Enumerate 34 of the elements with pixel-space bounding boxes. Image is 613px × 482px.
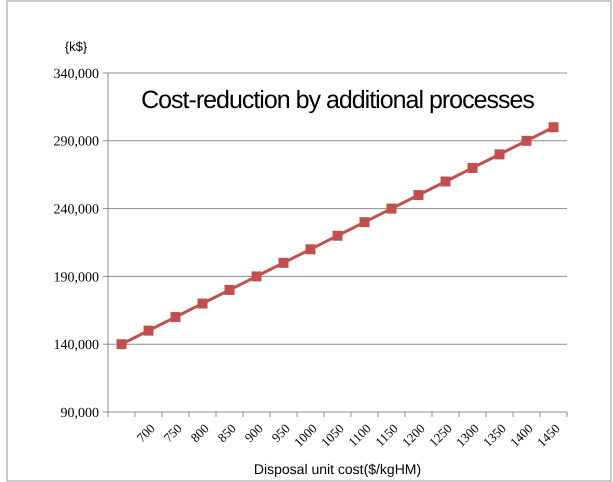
- point: [198, 298, 208, 309]
- point: [360, 217, 370, 228]
- point: [224, 284, 234, 295]
- point: [468, 162, 478, 173]
- x-tick-label: 850: [214, 420, 239, 446]
- point: [386, 204, 396, 214]
- point: [414, 190, 424, 200]
- x-tick-label: 1100: [345, 420, 374, 450]
- y-tick-label: 240,000: [54, 202, 99, 218]
- y-tick-label: 290,000: [54, 134, 99, 150]
- x-tick-label: 1150: [372, 420, 401, 450]
- y-tick-label: 190,000: [54, 270, 99, 286]
- x-tick-label: 800: [187, 420, 212, 446]
- point: [548, 122, 558, 132]
- point: [116, 339, 126, 350]
- x-tick-label: 700: [133, 420, 158, 446]
- x-axis-title: Disposal unit cost($/kgHM): [254, 461, 422, 477]
- y-tick-label: 140,000: [54, 338, 99, 354]
- x-tick-label: 950: [268, 420, 293, 446]
- point: [278, 258, 288, 268]
- point: [522, 136, 532, 146]
- point: [306, 244, 316, 254]
- point: [494, 149, 504, 160]
- point: [170, 312, 180, 322]
- point: [144, 326, 154, 336]
- y-tick-label: 340,000: [54, 66, 99, 82]
- x-tick-label: 900: [241, 420, 266, 446]
- text: Cost-reduction by additional processes: [141, 86, 534, 114]
- point: [332, 230, 342, 241]
- point: [440, 176, 450, 186]
- x-tick-label: 750: [160, 420, 185, 446]
- y-axis-title: {k$}: [64, 39, 88, 54]
- point: [252, 271, 262, 282]
- y-tick-label: 90,000: [60, 406, 99, 421]
